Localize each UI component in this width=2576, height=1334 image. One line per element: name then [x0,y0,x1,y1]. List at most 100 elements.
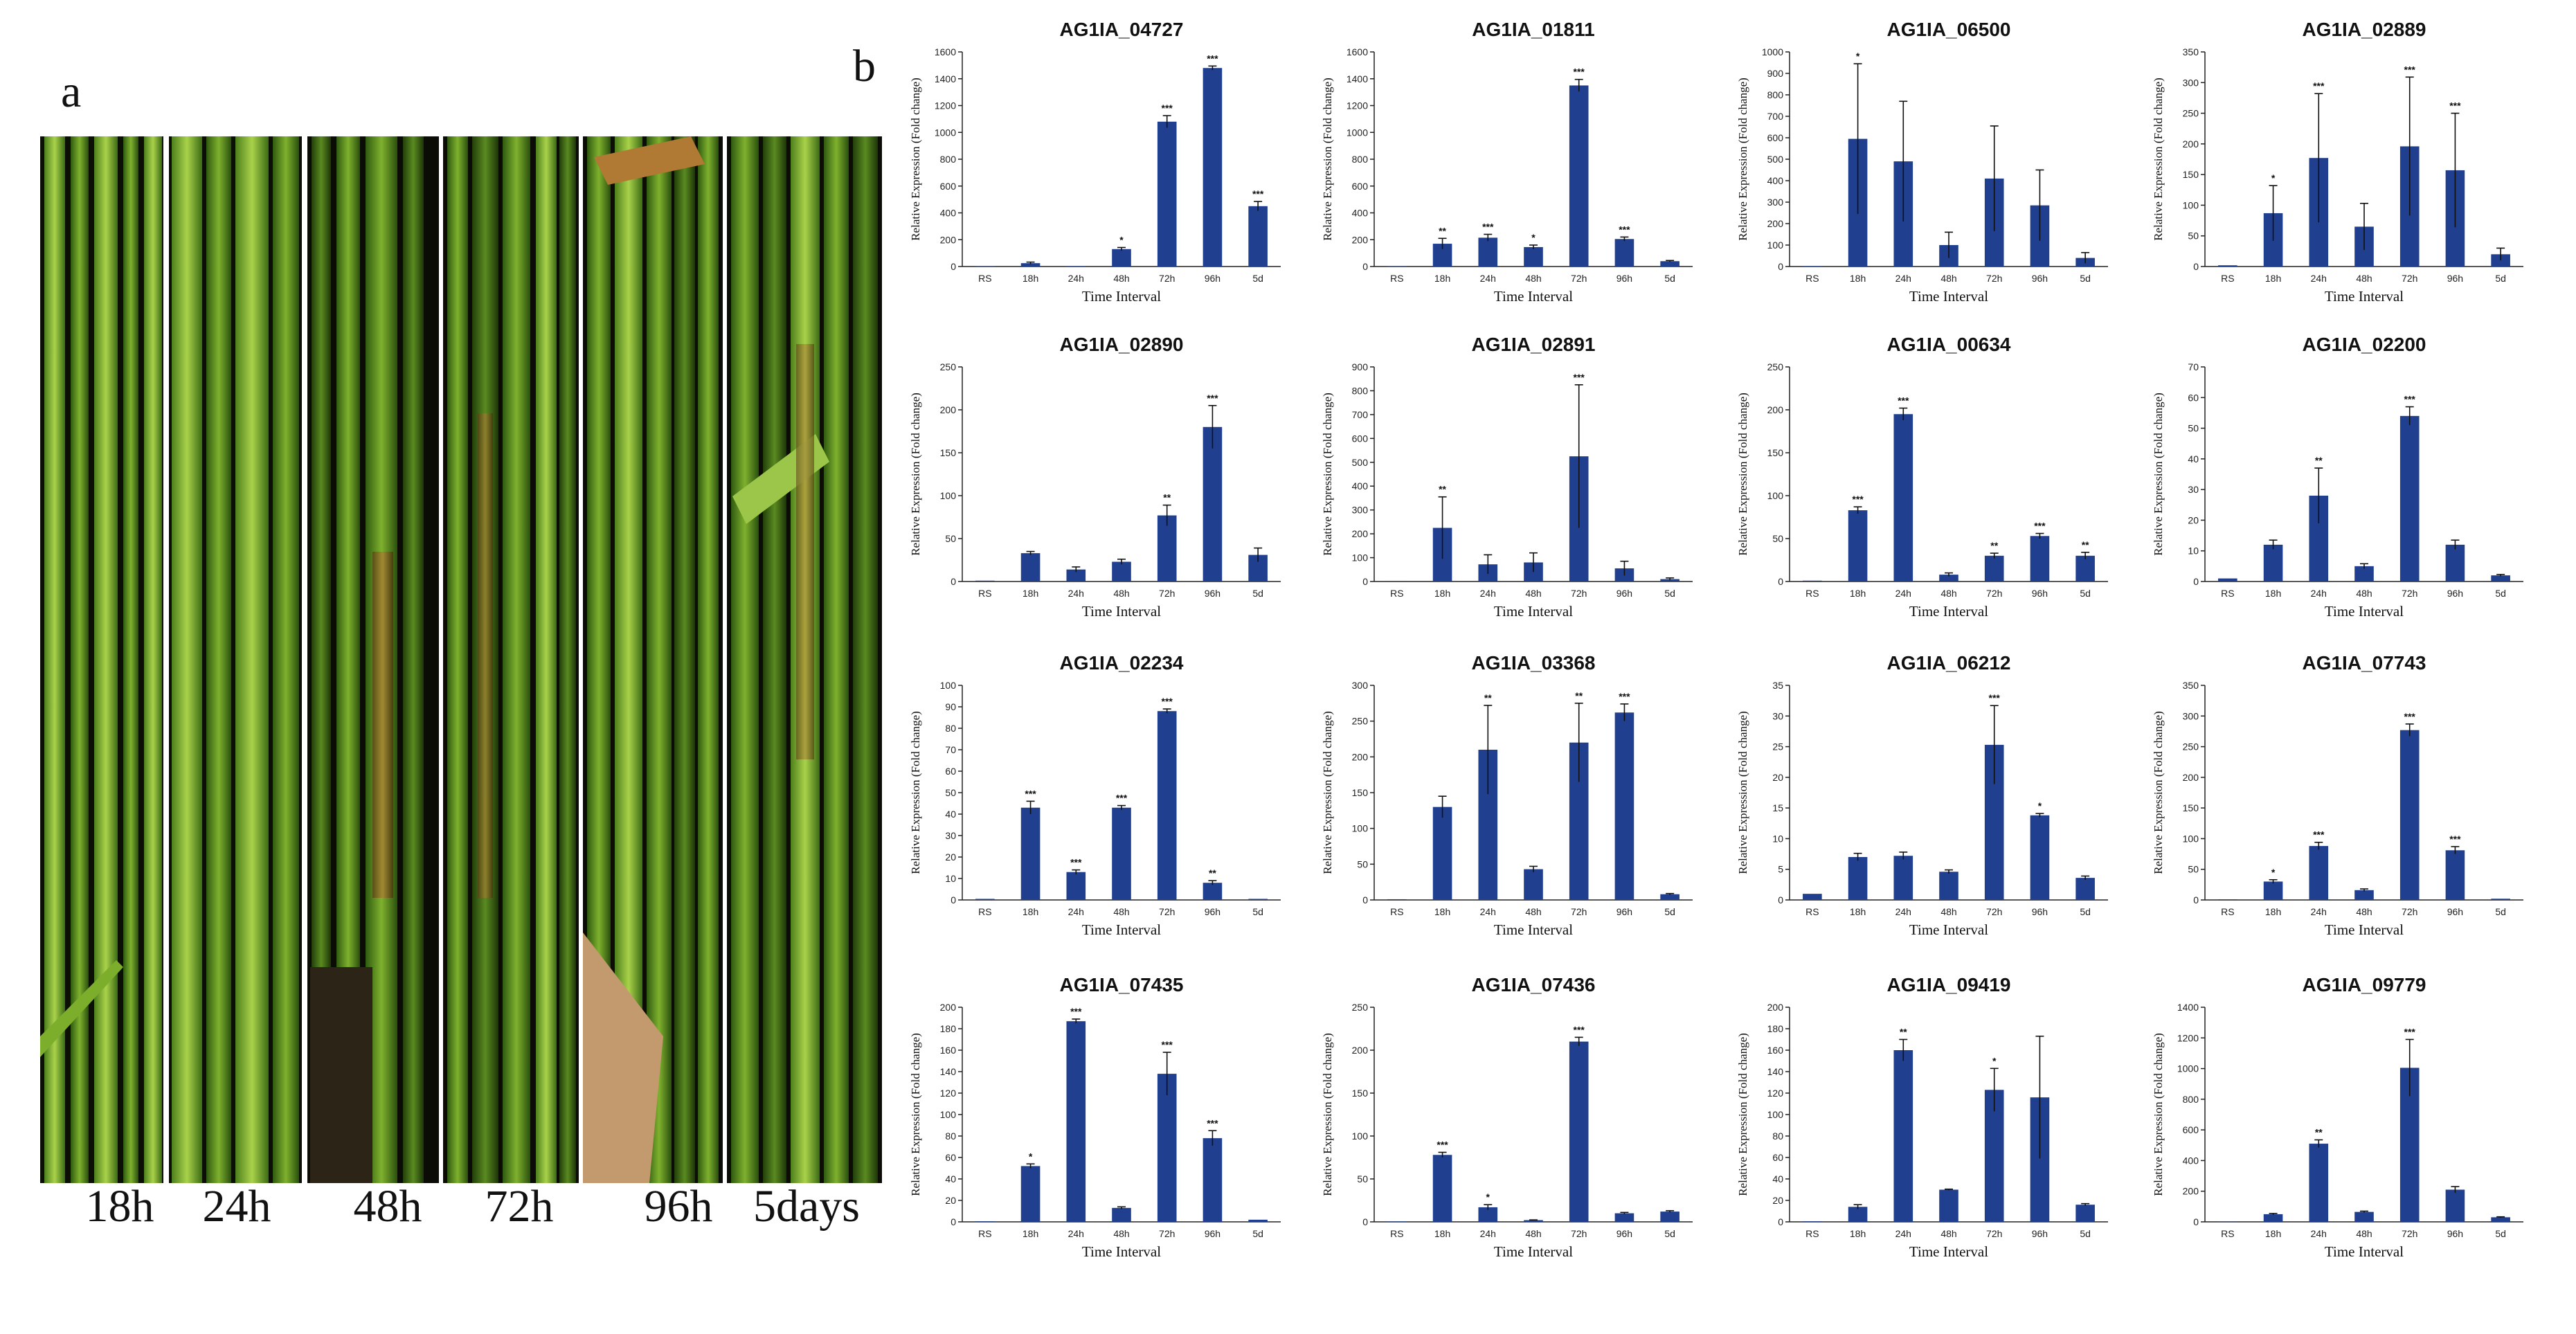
y-tick-label: 900 [1352,361,1369,372]
y-tick-label: 200 [1352,751,1369,762]
y-tick-label: 30 [2188,484,2199,495]
chart-title: AG1IA_04727 [1059,19,1183,40]
chart-title: AG1IA_00634 [1886,334,2010,355]
chart-title: AG1IA_06212 [1886,652,2010,674]
x-tick-label: RS [2221,273,2234,284]
significance-label: *** [1989,692,2001,703]
x-tick-label: 5d [1252,588,1263,599]
x-tick-label: 72h [1986,273,2002,284]
x-tick-label: 24h [2311,906,2327,917]
y-tick-label: 300 [1767,197,1784,208]
chart-ag1ia-09419: AG1IA_09419 0 20 40 60 80 100 120 140 160 180 200 RS… [1736,974,2108,1260]
x-tick-label: 18h [2265,1228,2281,1239]
bar [1478,237,1498,267]
bar [1112,249,1131,267]
y-tick-label: 250 [1352,716,1369,727]
chart-ag1ia-06500: AG1IA_06500 0 100 200 300 400 500 600 700 800 900 1… [1736,19,2108,305]
y-axis-label: Relative Expression (Fold change) [1321,1033,1334,1196]
x-tick-label: 18h [1434,906,1450,917]
bar [2491,899,2510,900]
y-tick-label: 0 [1362,1216,1368,1227]
significance-label: ** [1209,867,1216,878]
y-tick-label: 200 [2183,1186,2199,1197]
y-tick-label: 15 [1772,802,1783,813]
x-tick-label: 18h [1850,273,1866,284]
y-tick-label: 70 [2188,361,2199,372]
x-axis-label: Time Interval [1082,603,1161,620]
y-tick-label: 1400 [1346,73,1368,84]
bar [2263,544,2283,582]
y-axis-label: Relative Expression (Fold change) [2152,1033,2165,1196]
y-tick-label: 350 [2183,680,2199,691]
bar [1893,856,1913,900]
x-tick-label: 96h [1205,1228,1221,1239]
y-tick-label: 1200 [935,100,956,111]
x-tick-label: 48h [1113,588,1129,599]
y-tick-label: 50 [2188,423,2199,434]
y-axis-label: Relative Expression (Fold change) [1321,393,1334,556]
x-tick-label: 5d [1252,1228,1263,1239]
y-tick-label: 100 [1767,490,1784,501]
chart-title: AG1IA_07435 [1059,974,1183,995]
y-tick-label: 100 [940,490,957,501]
significance-label: *** [2404,64,2416,75]
y-tick-label: 1000 [935,127,956,138]
y-tick-label: 800 [1352,385,1369,396]
y-tick-label: 80 [945,1130,956,1142]
significance-label: * [1992,1055,1997,1066]
y-tick-label: 50 [2188,864,2199,875]
x-tick-label: 18h [2265,273,2281,284]
y-tick-label: 200 [940,234,957,245]
x-tick-label: 96h [2032,1228,2048,1239]
bar [2491,1217,2510,1222]
y-tick-label: 1400 [2177,1002,2199,1013]
significance-label: *** [1574,1024,1585,1035]
photo-96h [583,136,723,1183]
y-tick-label: 100 [2183,199,2199,210]
x-axis-label: Time Interval [1494,1243,1573,1260]
photo-label-18h: 18h [85,1181,154,1232]
photo-label-48h: 48h [353,1181,422,1232]
x-axis-label: Time Interval [1082,288,1161,305]
chart-ag1ia-04727: AG1IA_04727 0 200 400 600 800 1000 1200 1400 1600… [909,19,1281,305]
x-tick-label: 24h [1895,273,1911,284]
bar [1112,1207,1131,1222]
bar [1066,266,1086,267]
y-tick-label: 25 [1772,741,1783,752]
x-axis-label: Time Interval [1909,921,1988,938]
chart-ag1ia-02889: AG1IA_02889 0 50 100 150 200 250 300 350 RS * 18h **… [2152,19,2523,305]
x-tick-label: RS [978,1228,991,1239]
y-tick-label: 20 [1772,772,1783,783]
y-tick-label: 50 [1357,1173,1368,1184]
chart-ag1ia-00634: AG1IA_00634 0 50 100 150 200 250 RS *** 18h *** 24h… [1736,334,2108,620]
bar [1432,1155,1452,1222]
significance-label: ** [2082,539,2089,550]
chart-ag1ia-09779: AG1IA_09779 0 200 400 600 800 1000 1200 1400 RS 18… [2152,974,2523,1260]
y-tick-label: 800 [1352,154,1369,165]
significance-label: * [1531,232,1535,243]
x-tick-label: 72h [1986,906,2002,917]
bar [2075,878,2095,900]
x-tick-label: RS [1805,1228,1819,1239]
x-tick-label: RS [1805,273,1819,284]
chart-ag1ia-07743: AG1IA_07743 0 50 100 150 200 250 300 350 RS * 18h **… [2152,652,2523,938]
bar [1020,807,1041,900]
x-tick-label: 72h [1159,906,1175,917]
photo-18h [40,136,163,1183]
x-tick-label: 48h [1525,273,1541,284]
bar [1569,1041,1589,1222]
x-tick-label: 24h [1068,588,1084,599]
x-tick-label: 72h [1159,273,1175,284]
y-tick-label: 80 [1772,1130,1783,1142]
y-tick-label: 500 [1767,154,1784,165]
photo-72h [443,136,579,1183]
y-tick-label: 10 [945,873,956,884]
x-tick-label: 5d [2495,906,2506,917]
y-tick-label: 700 [1352,409,1369,420]
x-tick-label: 48h [1525,906,1541,917]
bar [1066,569,1086,582]
chart-title: AG1IA_02200 [2302,334,2426,355]
y-tick-label: 0 [1362,261,1368,272]
significance-label: *** [1207,1117,1218,1128]
x-tick-label: 48h [2356,906,2372,917]
